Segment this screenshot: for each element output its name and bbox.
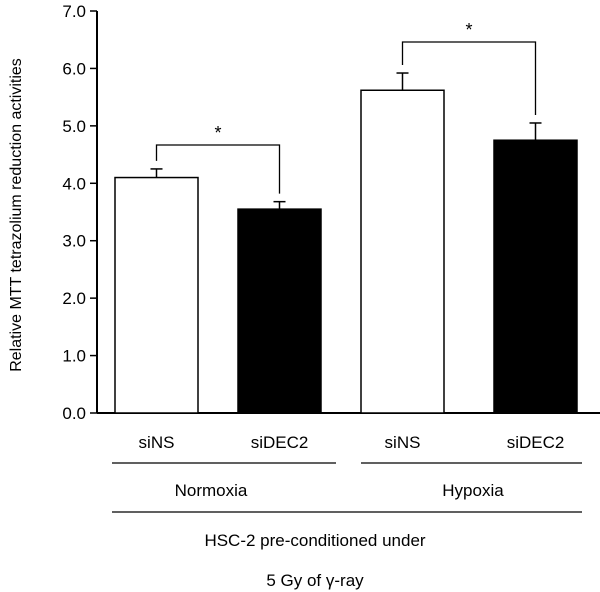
x-axis-label-line1: HSC-2 pre-conditioned under xyxy=(204,531,425,550)
bars xyxy=(114,72,578,414)
y-tick-label: 3.0 xyxy=(62,232,86,251)
category-label: siNS xyxy=(139,433,175,452)
x-axis-label-line2-suffix: -ray xyxy=(334,571,364,590)
significance-bracket xyxy=(401,41,537,115)
category-label: siDEC2 xyxy=(251,433,309,452)
category-label: siNS xyxy=(385,433,421,452)
y-tick-label: 6.0 xyxy=(62,59,86,78)
bar xyxy=(360,89,445,414)
y-tick-label: 0.0 xyxy=(62,404,86,423)
significance-bracket xyxy=(155,144,281,194)
y-axis-label: Relative MTT tetrazolium reduction activ… xyxy=(8,58,25,372)
y-tick-label: 7.0 xyxy=(62,2,86,21)
group-label: Hypoxia xyxy=(442,481,504,500)
y-tick-label: 4.0 xyxy=(62,174,86,193)
category-label: siDEC2 xyxy=(507,433,565,452)
bar xyxy=(493,139,578,414)
x-axis-label-line2-prefix: 5 Gy of xyxy=(266,571,326,590)
y-tick-label: 2.0 xyxy=(62,289,86,308)
bar xyxy=(237,208,322,414)
gamma-symbol: γ xyxy=(326,571,335,590)
labels: siNS siDEC2 siNS siDEC2 Normoxia Hypoxia * * xyxy=(112,20,582,513)
y-tick-label: 5.0 xyxy=(62,117,86,136)
significance-star: * xyxy=(465,20,472,40)
group-label: Normoxia xyxy=(175,481,248,500)
x-axis-label-line2: 5 Gy of γ-ray xyxy=(266,571,364,590)
bar xyxy=(114,176,199,414)
y-tick-label: 1.0 xyxy=(62,347,86,366)
significance-star: * xyxy=(214,123,221,143)
